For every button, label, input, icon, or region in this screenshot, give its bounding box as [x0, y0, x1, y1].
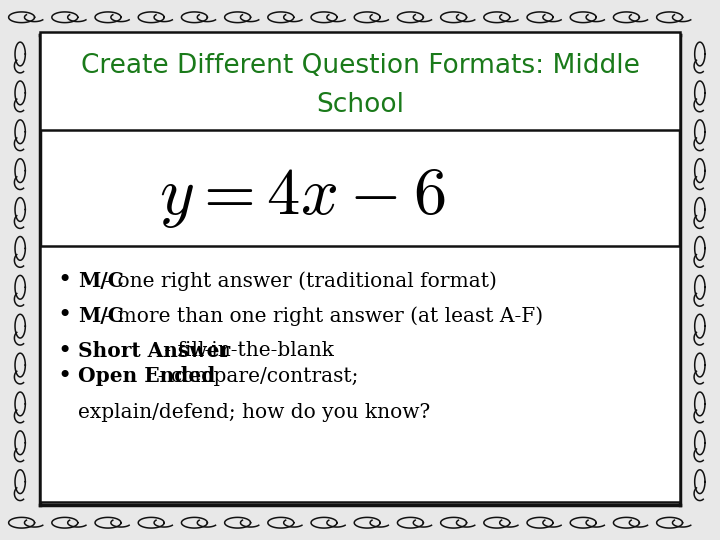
Text: - compare/contrast;: - compare/contrast; [145, 367, 358, 386]
Text: $y = 4x - 6$: $y = 4x - 6$ [159, 164, 446, 230]
Text: - more than one right answer (at least A-F): - more than one right answer (at least A… [98, 306, 543, 326]
Text: Short Answer: Short Answer [78, 341, 230, 361]
Text: School: School [316, 92, 404, 118]
Text: •: • [58, 305, 72, 327]
Text: - one right answer (traditional format): - one right answer (traditional format) [98, 271, 497, 291]
Text: Create Different Question Formats: Middle: Create Different Question Formats: Middl… [81, 53, 639, 79]
FancyBboxPatch shape [40, 246, 680, 502]
Bar [0, 0, 40, 540]
FancyBboxPatch shape [40, 35, 680, 505]
Bar [0, 0, 720, 35]
Text: - fill-in-the-blank: - fill-in-the-blank [158, 341, 334, 361]
FancyBboxPatch shape [40, 32, 680, 130]
Text: •: • [58, 269, 72, 292]
Text: •: • [58, 365, 72, 388]
Text: M/C: M/C [78, 271, 124, 291]
Text: Open Ended: Open Ended [78, 366, 215, 387]
FancyBboxPatch shape [29, 22, 691, 518]
Bar [0, 505, 720, 540]
Bar [680, 0, 720, 540]
Text: M/C: M/C [78, 306, 124, 326]
Text: explain/defend; how do you know?: explain/defend; how do you know? [78, 402, 430, 422]
Text: •: • [58, 340, 72, 362]
